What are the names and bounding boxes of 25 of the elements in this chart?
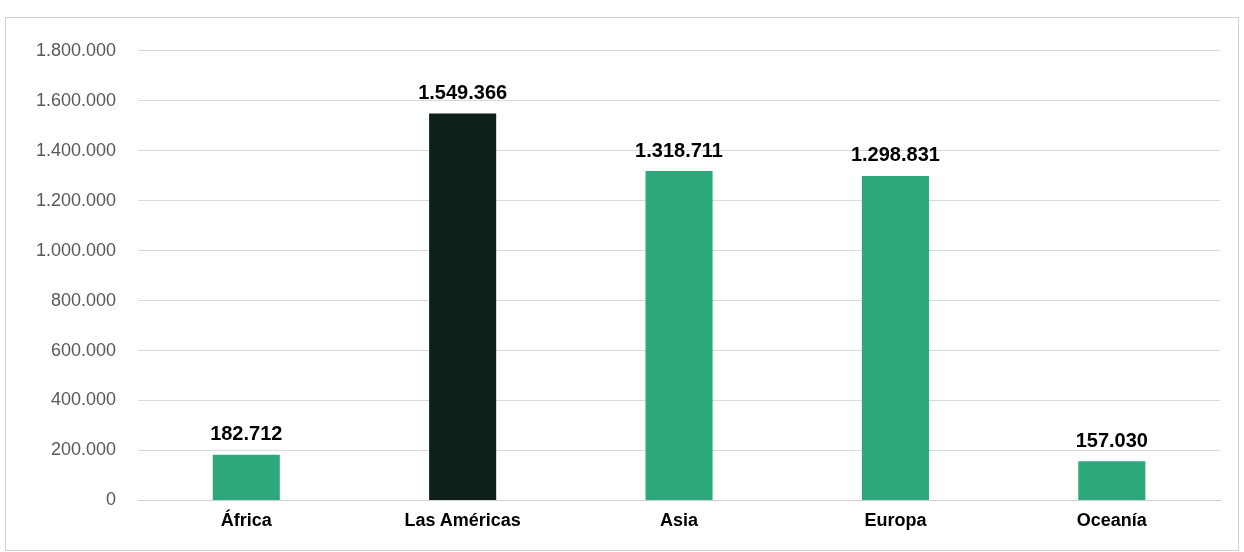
- bar: [1078, 461, 1146, 500]
- x-tick-label: Asia: [660, 510, 700, 531]
- data-label: 1.549.366: [418, 80, 508, 103]
- x-tick-label: África: [220, 509, 273, 531]
- x-tick-label: Oceanía: [1076, 510, 1148, 531]
- x-tick-label: Europa: [864, 510, 928, 531]
- y-tick-label: 600.000: [51, 339, 117, 360]
- y-tick-label: 0: [106, 489, 117, 510]
- data-label: 157.030: [1075, 428, 1148, 451]
- y-tick-label: 1.200.000: [36, 189, 117, 210]
- bar: [861, 175, 929, 500]
- bar: [212, 454, 280, 500]
- x-tick-label: Las Américas: [404, 510, 521, 531]
- y-tick-label: 1.000.000: [36, 239, 117, 260]
- y-tick-label: 1.800.000: [36, 39, 117, 60]
- y-tick-label: 1.600.000: [36, 89, 117, 110]
- data-label: 182.712: [210, 422, 283, 445]
- data-label: 1.298.831: [850, 143, 940, 166]
- y-tick-label: 800.000: [51, 289, 117, 310]
- data-label: 1.318.711: [635, 138, 723, 161]
- bar: [429, 113, 497, 500]
- y-tick-label: 1.400.000: [36, 139, 117, 160]
- y-tick-label: 400.000: [51, 389, 117, 410]
- y-tick-label: 200.000: [51, 439, 117, 460]
- bar: [645, 171, 713, 500]
